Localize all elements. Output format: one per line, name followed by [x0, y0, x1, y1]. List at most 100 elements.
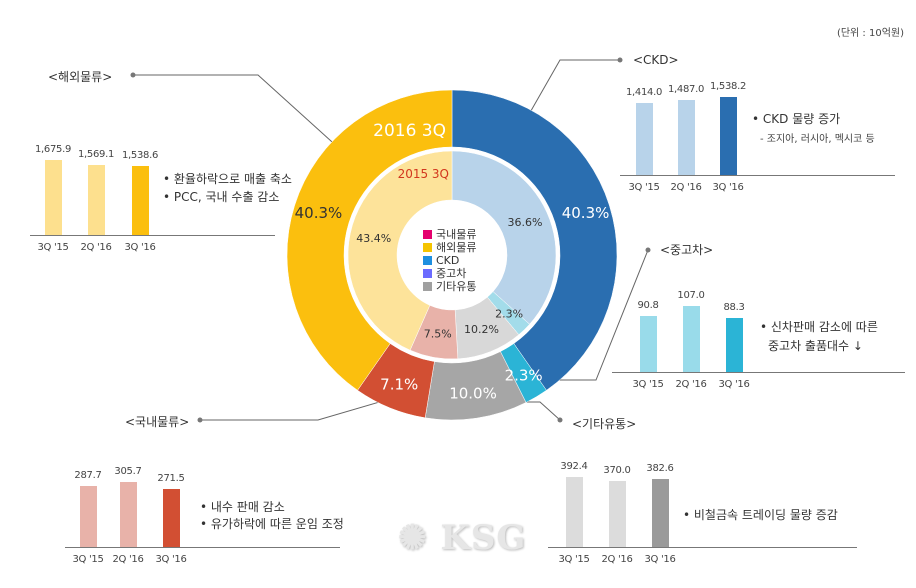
- x-axis-line: [620, 175, 895, 176]
- panel-note: • 비철금속 트레이딩 물량 증감: [683, 508, 838, 522]
- x-tick-label: 3Q '15: [72, 554, 104, 565]
- leader-dot: [557, 417, 563, 423]
- bar: [566, 477, 583, 547]
- x-axis-line: [612, 372, 905, 373]
- legend-item: 중고차: [423, 267, 476, 280]
- x-tick-label: 3Q '16: [644, 554, 676, 565]
- slice-label: 40.3%: [562, 204, 610, 222]
- outer-ring-title: 2016 3Q: [373, 121, 446, 141]
- ring-slice-inner: [347, 150, 453, 351]
- bar-value-label: 1,538.6: [121, 150, 159, 162]
- slice-label: 43.4%: [356, 232, 391, 245]
- bar: [683, 306, 700, 372]
- bar: [636, 103, 653, 175]
- ring-slice-outer: [286, 89, 453, 391]
- x-tick-label: 3Q '15: [558, 554, 590, 565]
- legend-label: 기타유통: [436, 280, 477, 293]
- leader-dot: [617, 57, 623, 63]
- ring-slice-inner: [451, 150, 557, 325]
- slice-label: 2.3%: [505, 366, 543, 384]
- bar: [609, 480, 626, 547]
- x-tick-label: 3Q '16: [712, 182, 744, 193]
- legend-item: 기타유통: [423, 280, 476, 293]
- x-tick-label: 3Q '15: [37, 242, 69, 253]
- slice-label: 7.5%: [424, 327, 452, 340]
- x-tick-label: 2Q '16: [112, 554, 144, 565]
- bar: [80, 485, 97, 547]
- x-tick-label: 3Q '16: [124, 242, 156, 253]
- leader-line: [133, 74, 353, 161]
- panel-title: <CKD>: [633, 53, 679, 67]
- x-tick-label: 2Q '16: [675, 379, 707, 390]
- unit-label: (단위 : 10억원): [836, 28, 904, 39]
- panel-title: <국내물류>: [125, 415, 190, 429]
- bar: [726, 317, 743, 372]
- slice-label: 10.2%: [464, 323, 499, 336]
- bar-value-label: 107.0: [677, 290, 705, 301]
- bar-value-label: 271.5: [157, 473, 185, 485]
- panel-note: • PCC, 국내 수출 감소: [163, 190, 280, 204]
- panel-note: • CKD 물량 증가: [752, 112, 841, 126]
- panel-note: • 환율하락으로 매출 축소: [163, 172, 292, 186]
- bar-value-label: 1,414.0: [625, 87, 663, 99]
- bar-value-label: 370.0: [603, 464, 631, 476]
- legend-item: 국내물류: [423, 228, 476, 241]
- panel-title: <기타유통>: [572, 417, 637, 431]
- inner-ring-title: 2015 3Q: [398, 167, 449, 181]
- bar: [120, 482, 137, 547]
- x-tick-label: 3Q '16: [155, 554, 187, 565]
- legend-item: 해외물류: [423, 241, 476, 254]
- x-axis-line: [30, 235, 275, 236]
- x-tick-label: 2Q '16: [601, 554, 633, 565]
- x-tick-label: 3Q '16: [718, 379, 750, 390]
- x-tick-label: 3Q '15: [628, 182, 660, 193]
- slice-label: 7.1%: [380, 376, 418, 394]
- x-tick-label: 2Q '16: [670, 182, 702, 193]
- panel-title: <중고차>: [660, 243, 714, 257]
- ring-slice-outer: [451, 89, 618, 391]
- panel-note: - 조지아, 러시아, 멕시코 등: [760, 134, 875, 145]
- panel-title: <해외물류>: [48, 70, 113, 84]
- panel-note: • 신차판매 감소에 따른: [760, 320, 878, 334]
- bar-value-label: 1,675.9: [34, 144, 72, 155]
- legend-label: 국내물류: [436, 228, 477, 241]
- bar: [88, 164, 105, 235]
- bar: [132, 166, 149, 235]
- bar: [640, 315, 657, 372]
- legend-label: 중고차: [436, 267, 467, 280]
- x-tick-label: 3Q '15: [632, 379, 664, 390]
- x-tick-label: 2Q '16: [80, 242, 112, 253]
- bar: [720, 97, 737, 175]
- bar: [678, 99, 695, 175]
- leader-line: [519, 59, 620, 131]
- x-axis-line: [65, 547, 340, 548]
- bar: [45, 160, 62, 235]
- bar-value-label: 88.3: [723, 301, 745, 313]
- legend-swatch: [423, 256, 432, 265]
- bar-value-label: 1,487.0: [667, 83, 705, 95]
- bar: [652, 478, 669, 547]
- panel-note: 중고차 출품대수 ↓: [768, 339, 863, 353]
- legend-label: CKD: [436, 254, 460, 267]
- leader-dot: [645, 247, 651, 253]
- legend-item: CKD: [423, 254, 476, 267]
- legend-swatch: [423, 243, 432, 252]
- bar-value-label: 1,538.2: [709, 81, 747, 92]
- bar-value-label: 287.7: [74, 469, 102, 481]
- legend-label: 해외물류: [436, 241, 477, 254]
- slice-label: 40.3%: [295, 204, 343, 222]
- bar-value-label: 1,569.1: [77, 148, 115, 160]
- bar-value-label: 382.6: [646, 462, 674, 474]
- panel-note: • 유가하락에 따른 운임 조정: [200, 517, 344, 531]
- slice-label: 36.6%: [508, 216, 543, 229]
- slice-label: 2.3%: [495, 308, 523, 321]
- bar-value-label: 305.7: [114, 466, 142, 477]
- legend-swatch: [423, 269, 432, 278]
- bar: [163, 489, 180, 547]
- panel-note: • 내수 판매 감소: [200, 500, 285, 514]
- leader-dot: [130, 72, 136, 78]
- legend-swatch: [423, 230, 432, 239]
- leader-dot: [197, 417, 203, 423]
